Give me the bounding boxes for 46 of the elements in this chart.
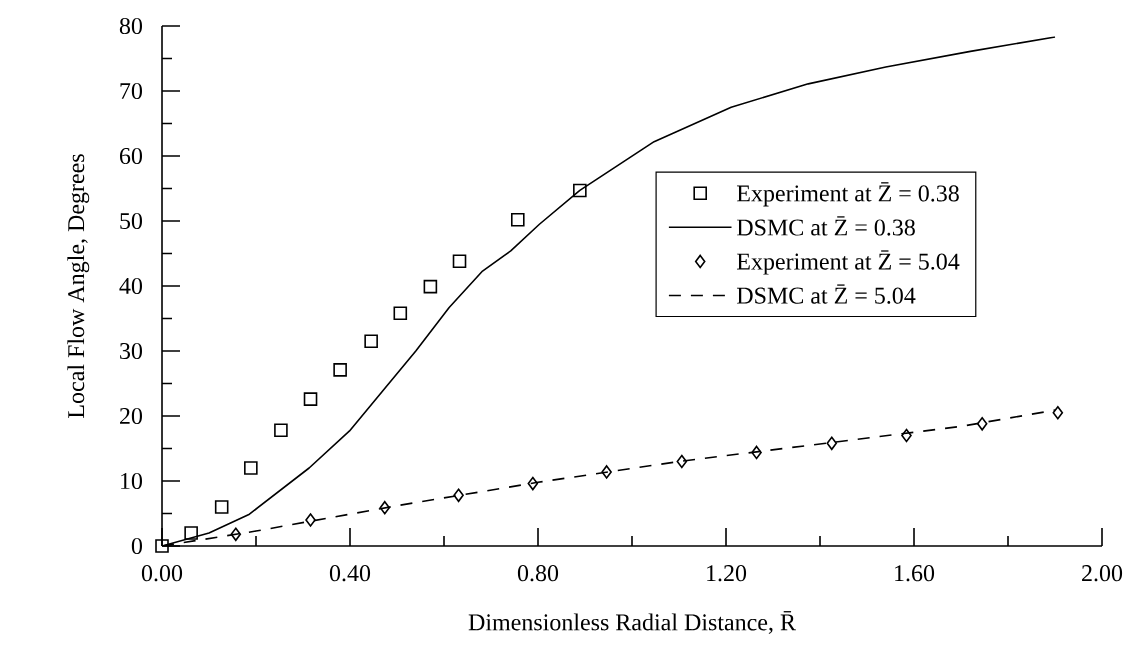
y-axis-title: Local Flow Angle, Degrees — [67, 154, 90, 418]
x-tick-label: 0.40 — [329, 565, 371, 582]
point — [901, 428, 912, 443]
x-tick-label: 2.00 — [1082, 565, 1123, 582]
point — [379, 500, 391, 515]
legend-label: DSMC at Z̄ = 0.38 — [736, 216, 915, 236]
point — [305, 513, 316, 527]
point — [453, 488, 464, 503]
x-tick-label: 1.60 — [895, 565, 935, 582]
y-tick-label: 20 — [120, 407, 143, 425]
legend-label: DSMC at Z̄ = 5.04 — [736, 284, 916, 304]
point — [303, 392, 318, 406]
x-tick-label: 1.20 — [707, 565, 747, 582]
legend-label: Experiment at Z̄ = 0.38 — [736, 182, 959, 207]
point — [364, 334, 378, 349]
y-tick-label: 80 — [119, 17, 143, 35]
point — [423, 279, 438, 294]
legend-label: Experiment at Z̄ = 5.04 — [736, 250, 960, 275]
y-tick-label: 70 — [120, 82, 143, 100]
point — [155, 539, 169, 553]
y-tick-label: 0 — [131, 537, 143, 555]
point — [510, 212, 525, 227]
point — [393, 306, 408, 321]
y-tick-label: 40 — [119, 277, 143, 295]
point — [184, 526, 198, 540]
y-tick-label: 60 — [119, 147, 143, 165]
point — [244, 461, 258, 475]
point — [826, 436, 838, 451]
point — [573, 183, 587, 198]
point — [527, 476, 539, 491]
point — [976, 417, 988, 431]
y-tick-label: 10 — [121, 472, 143, 490]
x-tick-label: 0.80 — [517, 565, 559, 582]
point — [676, 454, 688, 469]
point — [601, 465, 612, 479]
x-tick-label: 0.00 — [141, 565, 183, 582]
y-tick-label: 30 — [120, 342, 143, 360]
point — [333, 363, 347, 377]
x-axis-title: Dimensionless Radial Distance, R̄ — [468, 611, 796, 634]
point — [751, 445, 762, 460]
y-tick-label: 50 — [120, 212, 143, 230]
point — [214, 500, 229, 514]
point — [274, 423, 288, 438]
point — [452, 254, 467, 269]
point — [230, 527, 242, 542]
point — [1052, 405, 1064, 420]
